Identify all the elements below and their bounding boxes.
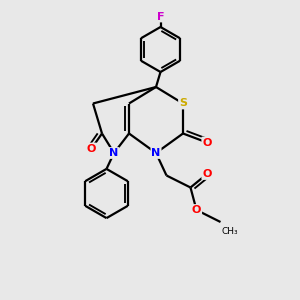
- Text: N: N: [152, 148, 160, 158]
- Text: O: O: [87, 143, 96, 154]
- Text: CH₃: CH₃: [222, 226, 238, 236]
- Text: S: S: [179, 98, 187, 109]
- Text: O: O: [192, 205, 201, 215]
- Text: N: N: [110, 148, 118, 158]
- Text: O: O: [202, 137, 212, 148]
- Text: F: F: [157, 11, 164, 22]
- Text: O: O: [202, 169, 212, 179]
